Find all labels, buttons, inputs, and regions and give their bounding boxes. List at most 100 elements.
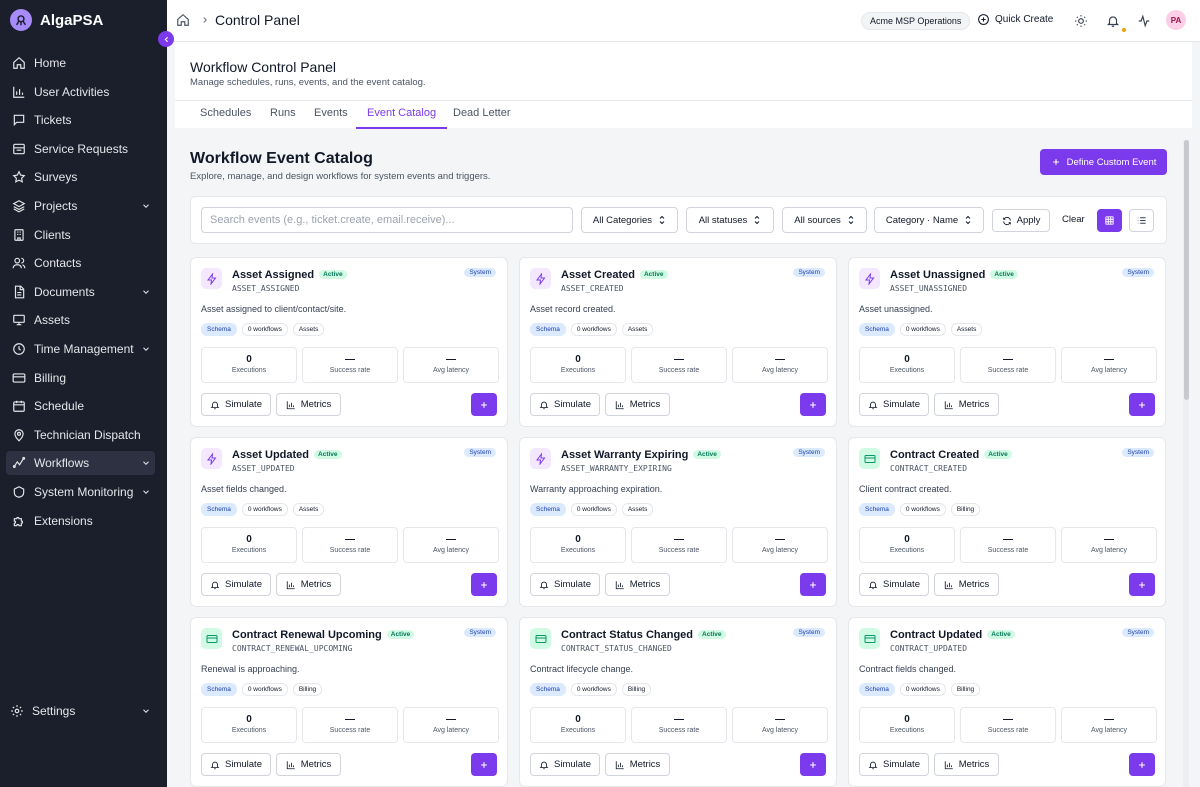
tab-events[interactable]: Events — [314, 107, 348, 119]
apply-button[interactable]: Apply — [992, 209, 1050, 232]
sidebar-item-clients[interactable]: Clients — [6, 223, 155, 247]
add-workflow-button[interactable] — [471, 753, 497, 776]
event-card[interactable]: Contract Status Changed Active CONTRACT_ST… — [519, 617, 837, 787]
category-filter-select[interactable]: All Categories — [581, 207, 678, 233]
metrics-button[interactable]: Metrics — [276, 753, 341, 776]
add-workflow-button[interactable] — [1129, 753, 1155, 776]
event-card[interactable]: Contract Updated Active CONTRACT_UPDATED Sy… — [848, 617, 1166, 787]
sidebar-item-user-activities[interactable]: User Activities — [6, 80, 155, 104]
metrics-button[interactable]: Metrics — [605, 753, 670, 776]
add-workflow-button[interactable] — [800, 573, 826, 596]
sidebar-item-extensions[interactable]: Extensions — [6, 509, 155, 533]
event-card[interactable]: Asset Assigned Active ASSET_ASSIGNED System… — [190, 257, 508, 427]
quick-create-button[interactable]: Quick Create — [977, 13, 1053, 26]
schema-chip[interactable]: Schema — [201, 683, 237, 696]
simulate-button[interactable]: Simulate — [530, 753, 600, 776]
activity-pulse-icon[interactable] — [1137, 14, 1151, 28]
schema-chip[interactable]: Schema — [530, 323, 566, 336]
workflows-chip: 0 workflows — [241, 323, 288, 336]
sidebar-item-surveys[interactable]: Surveys — [6, 165, 155, 189]
schema-chip[interactable]: Schema — [201, 503, 237, 516]
sidebar-item-technician-dispatch[interactable]: Technician Dispatch — [6, 423, 155, 447]
event-card[interactable]: Asset Created Active ASSET_CREATED System As… — [519, 257, 837, 427]
event-card[interactable]: Asset Unassigned Active ASSET_UNASSIGNED Sy… — [848, 257, 1166, 427]
breadcrumb-home-icon[interactable] — [176, 13, 190, 27]
tab-runs[interactable]: Runs — [270, 107, 296, 119]
add-workflow-button[interactable] — [471, 573, 497, 596]
sidebar-collapse-button[interactable] — [158, 31, 174, 47]
sort-select[interactable]: Category · Name — [874, 207, 984, 233]
source-badge: System — [1122, 268, 1154, 277]
grid-view-button[interactable] — [1097, 209, 1122, 232]
schema-chip[interactable]: Schema — [859, 503, 895, 516]
metrics-button[interactable]: Metrics — [605, 573, 670, 596]
simulate-button[interactable]: Simulate — [201, 753, 271, 776]
tenant-badge[interactable]: Acme MSP Operations — [861, 12, 971, 30]
simulate-button[interactable]: Simulate — [530, 393, 600, 416]
sidebar-item-documents[interactable]: Documents — [6, 280, 155, 304]
simulate-label: Simulate — [554, 399, 591, 410]
bell-icon[interactable] — [1106, 14, 1120, 28]
sidebar-item-assets[interactable]: Assets — [6, 308, 155, 332]
sidebar-item-schedule[interactable]: Schedule — [6, 394, 155, 418]
event-card[interactable]: Asset Warranty Expiring Active ASSET_WARRA… — [519, 437, 837, 607]
avg-latency-value: — — [1104, 354, 1114, 365]
metrics-button[interactable]: Metrics — [276, 573, 341, 596]
scrollbar-track[interactable] — [1183, 140, 1189, 787]
schema-chip[interactable]: Schema — [530, 683, 566, 696]
metrics-button[interactable]: Metrics — [934, 753, 999, 776]
event-card[interactable]: Asset Updated Active ASSET_UPDATED System As… — [190, 437, 508, 607]
tab-schedules[interactable]: Schedules — [200, 107, 252, 119]
simulate-button[interactable]: Simulate — [859, 573, 929, 596]
status-filter-select[interactable]: All statuses — [686, 207, 774, 233]
metrics-button[interactable]: Metrics — [934, 573, 999, 596]
add-workflow-button[interactable] — [800, 753, 826, 776]
metrics-button[interactable]: Metrics — [934, 393, 999, 416]
status-filter-value: All statuses — [698, 214, 748, 226]
schema-chip[interactable]: Schema — [201, 323, 237, 336]
avatar[interactable]: PA — [1166, 10, 1186, 30]
metrics-button[interactable]: Metrics — [605, 393, 670, 416]
define-custom-event-button[interactable]: Define Custom Event — [1040, 149, 1167, 175]
sun-icon[interactable] — [1074, 14, 1088, 28]
tab-dead-letter[interactable]: Dead Letter — [453, 107, 511, 119]
simulate-button[interactable]: Simulate — [530, 573, 600, 596]
scrollbar-thumb[interactable] — [1184, 140, 1189, 400]
avg-latency-label: Avg latency — [432, 727, 470, 734]
add-workflow-button[interactable] — [471, 393, 497, 416]
clear-button[interactable]: Clear — [1062, 214, 1085, 225]
sidebar-item-workflows[interactable]: Workflows — [6, 451, 155, 476]
event-chips: Schema 0 workflows Assets — [859, 323, 983, 336]
simulate-button[interactable]: Simulate — [201, 573, 271, 596]
metrics-button[interactable]: Metrics — [276, 393, 341, 416]
sidebar-item-service-requests[interactable]: Service Requests — [6, 137, 155, 161]
sidebar-item-projects[interactable]: Projects — [6, 194, 155, 218]
list-view-button[interactable] — [1129, 209, 1154, 232]
simulate-button[interactable]: Simulate — [859, 753, 929, 776]
sidebar-item-settings[interactable]: Settings — [6, 699, 155, 723]
sidebar-item-contacts[interactable]: Contacts — [6, 251, 155, 275]
event-name-row: Asset Created Active — [561, 269, 668, 281]
add-workflow-button[interactable] — [800, 393, 826, 416]
event-card[interactable]: Contract Renewal Upcoming Active CONTRACT_… — [190, 617, 508, 787]
simulate-button[interactable]: Simulate — [859, 393, 929, 416]
add-workflow-button[interactable] — [1129, 393, 1155, 416]
sidebar-item-tickets[interactable]: Tickets — [6, 108, 155, 132]
sidebar-item-time-management[interactable]: Time Management — [6, 337, 155, 361]
chevron-down-icon — [143, 347, 149, 351]
schema-chip[interactable]: Schema — [859, 683, 895, 696]
tab-event-catalog[interactable]: Event Catalog — [356, 107, 448, 129]
brand[interactable]: AlgaPSA — [0, 0, 167, 40]
schema-chip[interactable]: Schema — [859, 323, 895, 336]
simulate-button[interactable]: Simulate — [201, 393, 271, 416]
search-input[interactable] — [201, 207, 573, 233]
sidebar-item-billing[interactable]: Billing — [6, 366, 155, 390]
event-stats: 0 Executions — Success rate — Avg latency — [530, 707, 828, 743]
home-icon — [13, 56, 25, 69]
sidebar-item-system-monitoring[interactable]: System Monitoring — [6, 480, 155, 504]
schema-chip[interactable]: Schema — [530, 503, 566, 516]
source-filter-select[interactable]: All sources — [782, 207, 867, 233]
add-workflow-button[interactable] — [1129, 573, 1155, 596]
event-card[interactable]: Contract Created Active CONTRACT_CREATED Sy… — [848, 437, 1166, 607]
sidebar-item-home[interactable]: Home — [6, 51, 155, 75]
